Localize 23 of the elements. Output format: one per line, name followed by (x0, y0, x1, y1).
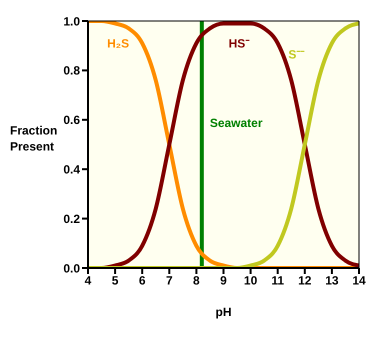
x-tick-label: 6 (138, 274, 146, 288)
x-tick-label: 9 (220, 274, 228, 288)
y-tick-label: 0.2 (63, 212, 80, 226)
ref-line-label: Seawater (210, 116, 263, 130)
series-label: S⁻⁻ (288, 47, 304, 62)
series-label: H₂S (107, 36, 130, 50)
x-tick-label: 14 (352, 274, 366, 288)
y-tick-label: 0.4 (63, 162, 80, 176)
x-tick-label: 7 (166, 274, 173, 288)
series-label: HS⁻ (228, 36, 250, 50)
x-tick-label: 12 (298, 274, 312, 288)
x-tick-label: 5 (112, 274, 119, 288)
y-tick-label: 0.0 (63, 261, 80, 276)
x-tick-label: 13 (325, 274, 339, 288)
y-tick-label: 0.6 (63, 113, 80, 128)
y-axis-title: Fraction Present (10, 124, 58, 154)
x-tick-label: 8 (193, 274, 200, 288)
y-tick-label: 1.0 (63, 14, 80, 28)
x-tick-label: 11 (271, 274, 284, 288)
x-tick-label: 4 (84, 274, 92, 288)
x-axis-title: pH (216, 305, 232, 319)
y-tick-label: 0.8 (63, 64, 80, 78)
x-tick-label: 10 (244, 274, 258, 288)
